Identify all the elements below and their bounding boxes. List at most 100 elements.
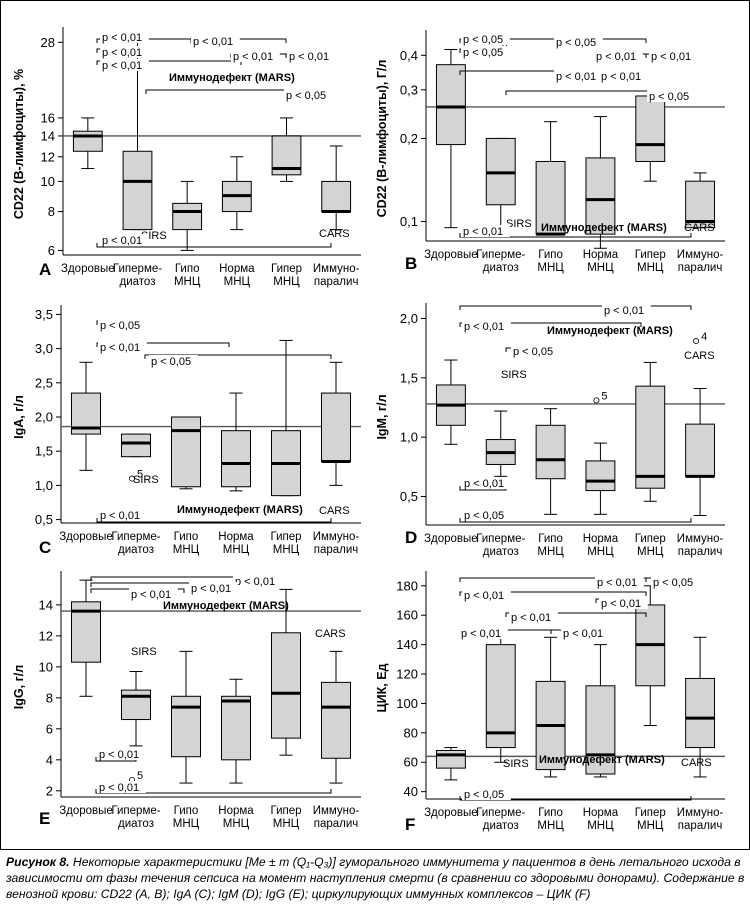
outlier-point <box>693 338 700 345</box>
annotation-bg <box>561 627 610 639</box>
y-tick-label: 28 <box>41 35 55 50</box>
significance-bracket <box>96 518 332 523</box>
category-label: Гипо МНЦ <box>537 249 564 274</box>
category-label: Здоровые <box>424 533 478 545</box>
box-4 <box>221 156 252 231</box>
annotation-bg <box>287 50 336 62</box>
annotation-text: Иммунодефект (MARS) <box>539 754 665 766</box>
box-iqr <box>685 180 716 229</box>
category-label: Норма МНЦ <box>218 531 254 556</box>
panel-e: 2 4 6 8 10 12 14 IgG, г/л 5 ЗдоровыеГиперме-диато… <box>12 571 361 830</box>
significance-bracket <box>459 518 692 523</box>
annotation-text: p < 0,01 <box>601 598 641 610</box>
annotation-text: p < 0,01 <box>651 51 691 63</box>
outlier-label: 5 <box>601 390 607 402</box>
annotation-bg <box>462 788 511 800</box>
y-tick-label: 2,5 <box>35 375 53 390</box>
annotation-text: p < 0,05 <box>513 346 553 358</box>
annotation-text: p < 0,01 <box>463 226 503 238</box>
outlier-label: 5 <box>137 770 143 782</box>
annotation-text: p < 0,01 <box>131 589 171 601</box>
box-5 <box>271 117 302 182</box>
annotation-text: p < 0,01 <box>102 32 142 44</box>
category-label: Гиперме-диатоз <box>476 807 525 832</box>
annotation-text: Иммунодефект (MARS) <box>547 325 673 337</box>
annotation-text: SIRS <box>131 646 157 658</box>
box-iqr <box>685 423 716 477</box>
box-5 <box>271 588 301 756</box>
panel-letter: C <box>39 538 51 557</box>
y-tick-label: 0,2 <box>400 131 418 146</box>
annotation-bg <box>554 36 603 48</box>
annotation-text: p < 0,05 <box>463 34 503 46</box>
category-label: Гипер МНЦ <box>635 533 666 558</box>
annotation-text: p < 0,01 <box>604 305 644 317</box>
annotation-text: p < 0,01 <box>597 577 637 589</box>
significance-bracket <box>459 322 642 327</box>
annotation-text: p < 0,01 <box>99 749 139 761</box>
y-tick-label: 4 <box>46 752 53 767</box>
y-tick-label: 2 <box>46 783 53 798</box>
annotation-bg <box>647 90 696 102</box>
annotation-text: p < 0,01 <box>461 628 501 640</box>
annotation-bg <box>594 50 643 62</box>
annotation-text: p < 0,01 <box>102 60 142 72</box>
significance-bracket <box>96 243 332 248</box>
box-iqr <box>171 695 201 758</box>
box-4 <box>585 116 616 249</box>
box-iqr <box>72 130 103 152</box>
y-tick-label: 0,5 <box>35 512 53 527</box>
annotation-bg <box>462 320 511 332</box>
category-label: Гипер МНЦ <box>271 263 302 288</box>
annotation-bg <box>284 89 333 101</box>
y-tick-label: 14 <box>39 597 53 612</box>
category-label: Гиперме-диатоз <box>111 805 160 830</box>
annotation-bg <box>459 627 508 639</box>
box-iqr <box>685 677 716 749</box>
annotation-bg <box>98 319 147 331</box>
y-tick-label: 40 <box>404 784 418 799</box>
annotation-bg <box>98 341 147 353</box>
category-label: Гиперме-диатоз <box>476 533 525 558</box>
significance-bracket <box>505 612 647 617</box>
annotation-text: p < 0,05 <box>464 510 504 522</box>
annotation-text: p < 0,01 <box>99 782 139 794</box>
y-axis-title: ЦИК, Ед <box>375 663 389 712</box>
box-1 <box>72 117 103 170</box>
category-label: Гипо МНЦ <box>173 805 200 830</box>
y-tick-label: 3,5 <box>35 307 53 322</box>
category-label: Норма МНЦ <box>583 249 619 274</box>
box-4 <box>585 644 616 778</box>
box-iqr <box>122 150 153 231</box>
annotation-bg <box>191 35 240 47</box>
annotation-bg <box>233 575 282 587</box>
annotation-text: CARS <box>681 757 712 769</box>
category-label: Иммуно-паралич <box>313 263 360 288</box>
annotation-text: SIRS <box>501 369 527 381</box>
y-tick-label: 180 <box>396 578 418 593</box>
panel-a: 6 8 10 12 14 16 28 CD22 (В-лимфоциты), % Здоровы… <box>12 27 361 288</box>
box-2 <box>485 410 516 477</box>
box-3 <box>171 650 201 784</box>
box-iqr <box>221 695 251 761</box>
annotation-bg <box>554 70 603 82</box>
outlier-label: 5 <box>137 469 143 481</box>
annotation-text: p < 0,05 <box>649 91 689 103</box>
y-tick-label: 2,0 <box>35 410 53 425</box>
annotation-text: Иммунодефект (MARS) <box>541 222 667 234</box>
annotation-text: p < 0,05 <box>286 90 326 102</box>
panel-letter: B <box>405 254 417 273</box>
annotation-bg <box>462 589 511 601</box>
annotation-text: CARS <box>315 628 346 640</box>
box-6 <box>321 361 351 486</box>
box-iqr <box>221 430 251 488</box>
panel-letter: E <box>39 809 50 828</box>
caption-text: Некоторые характеристики [Me ± m (Q₁-Q₃)… <box>6 855 745 901</box>
box-4 <box>221 392 251 492</box>
y-tick-label: 60 <box>404 755 418 770</box>
box-2 <box>122 41 153 231</box>
category-label: Иммуно-паралич <box>677 249 724 274</box>
